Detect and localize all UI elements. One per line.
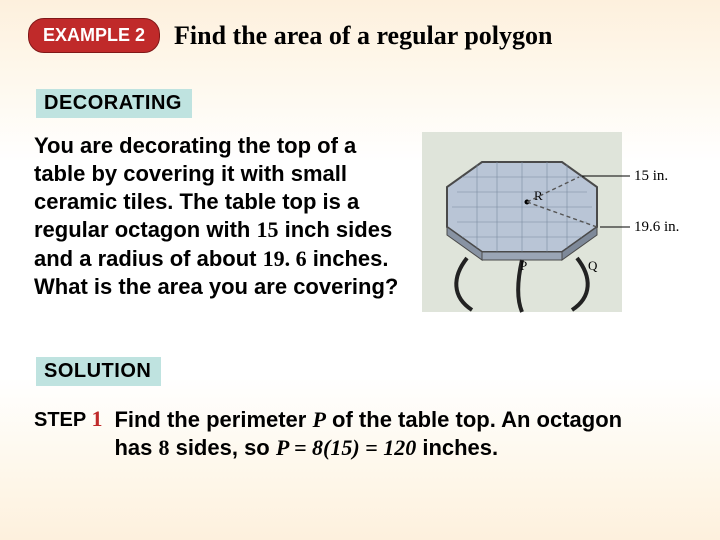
equation: P = 8(15) = 120	[276, 435, 416, 460]
problem-question: What is the area you are covering?	[34, 274, 398, 299]
step-t4: inches.	[416, 435, 498, 460]
step-t3: sides, so	[169, 435, 275, 460]
num-8: 8	[158, 435, 169, 460]
label-P: P	[520, 258, 527, 273]
step-1: STEP 1 Find the perimeter P of the table…	[34, 406, 692, 462]
side-length: 15	[256, 217, 278, 242]
figure-svg: R P Q 15 in. 19.6 in.	[422, 132, 692, 332]
step-t1: Find the perimeter	[114, 407, 312, 432]
header: EXAMPLE 2 Find the area of a regular pol…	[28, 18, 692, 53]
var-P: P	[312, 407, 325, 432]
step-word: STEP	[34, 409, 91, 431]
problem-part3: inches.	[307, 246, 389, 271]
example-badge: EXAMPLE 2	[28, 18, 160, 53]
dim-15in: 15 in.	[634, 168, 668, 184]
problem-text: You are decorating the top of a table by…	[34, 132, 404, 337]
dim-196in: 19.6 in.	[634, 219, 679, 235]
solution-label: SOLUTION	[36, 357, 161, 386]
page-title: Find the area of a regular polygon	[174, 21, 552, 51]
step-text: Find the perimeter P of the table top. A…	[114, 406, 654, 462]
radius-value: 19. 6	[263, 246, 307, 271]
step-number: 1	[91, 406, 102, 431]
label-Q: Q	[588, 258, 598, 273]
decorating-label: DECORATING	[36, 89, 192, 118]
octagon-table-figure: R P Q 15 in. 19.6 in.	[422, 132, 692, 337]
step-label: STEP 1	[34, 406, 102, 462]
